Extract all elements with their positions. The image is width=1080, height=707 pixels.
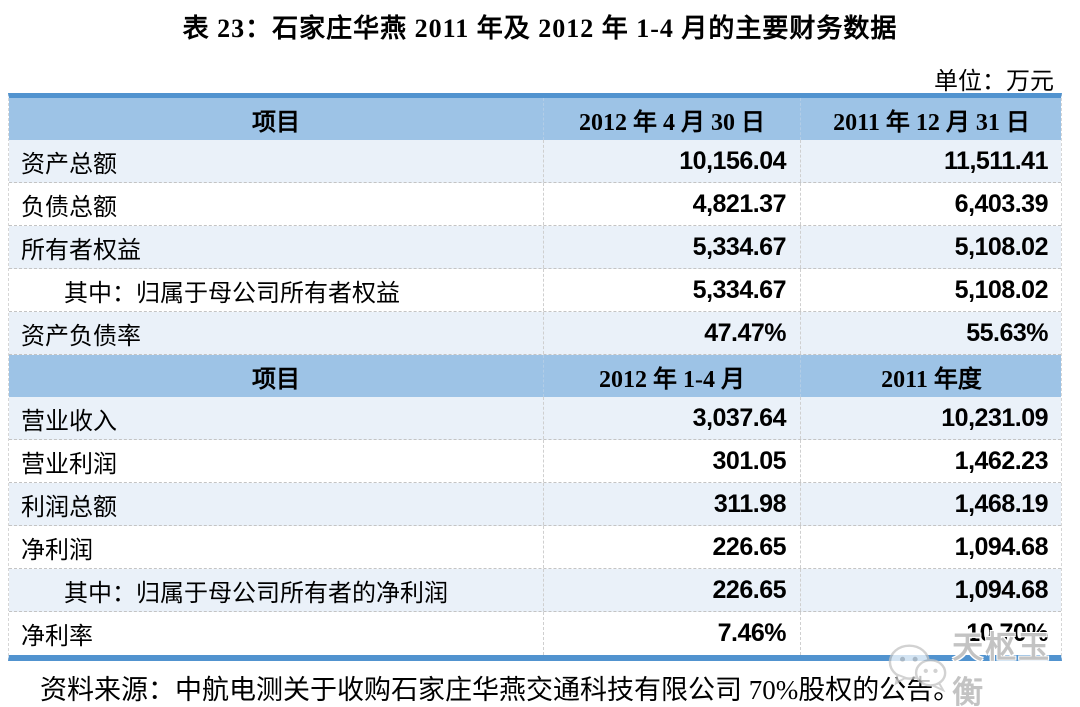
row-value-col1: 4,821.37 [543, 183, 800, 225]
row-label: 资产负债率 [21, 323, 141, 350]
row-value-col2: 5,108.02 [800, 269, 1062, 311]
table-row: 其中：归属于母公司所有者权益 5,334.67 5,108.02 [9, 269, 1061, 312]
table-row: 资产总额 10,156.04 11,511.41 [9, 140, 1061, 183]
row-label: 所有者权益 [21, 237, 141, 264]
row-value-col1: 301.05 [543, 440, 800, 482]
row-label: 其中：归属于母公司所有者的净利润 [64, 580, 448, 607]
row-value-col1: 226.65 [543, 569, 800, 611]
row-value-col2: 55.63% [800, 312, 1062, 354]
row-value-col1: 10,156.04 [543, 140, 800, 182]
section2-header-item: 项目 [252, 366, 300, 393]
row-value-col1: 7.46% [543, 612, 800, 655]
section2-header-period2: 2011 年度 [800, 355, 1062, 397]
row-label: 利润总额 [21, 494, 117, 521]
table-row: 净利率 7.46% 10.70% [9, 612, 1061, 655]
row-label: 净利润 [21, 537, 93, 564]
row-value-col2: 5,108.02 [800, 226, 1062, 268]
section2-header-period1: 2012 年 1-4 月 [543, 355, 800, 397]
row-value-col1: 226.65 [543, 526, 800, 568]
table-row: 营业利润 301.05 1,462.23 [9, 440, 1061, 483]
row-value-col2: 1,462.23 [800, 440, 1062, 482]
table-row: 所有者权益 5,334.67 5,108.02 [9, 226, 1061, 269]
section1-header-row: 项目 2012 年 4 月 30 日 2011 年 12 月 31 日 [9, 98, 1061, 140]
row-label: 营业收入 [21, 408, 117, 435]
row-label: 营业利润 [21, 451, 117, 478]
row-value-col1: 47.47% [543, 312, 800, 354]
row-value-col1: 311.98 [543, 483, 800, 525]
section2-header-row: 项目 2012 年 1-4 月 2011 年度 [9, 355, 1061, 397]
row-label: 净利率 [21, 624, 93, 650]
row-value-col1: 3,037.64 [543, 397, 800, 439]
table-row: 利润总额 311.98 1,468.19 [9, 483, 1061, 526]
section1-header-date2: 2011 年 12 月 31 日 [800, 98, 1062, 140]
table-row: 负债总额 4,821.37 6,403.39 [9, 183, 1061, 226]
financial-table: 项目 2012 年 4 月 30 日 2011 年 12 月 31 日 资产总额… [8, 93, 1062, 661]
row-value-col2: 6,403.39 [800, 183, 1062, 225]
row-value-col2: 1,094.68 [800, 569, 1062, 611]
source-note: 资料来源：中航电测关于收购石家庄华燕交通科技有限公司 70%股权的公告。 [40, 675, 961, 705]
row-label: 其中：归属于母公司所有者权益 [64, 280, 400, 307]
row-label: 资产总额 [21, 151, 117, 178]
row-value-col2: 1,094.68 [800, 526, 1062, 568]
row-value-col1: 5,334.67 [543, 226, 800, 268]
section1-header-date1: 2012 年 4 月 30 日 [543, 98, 800, 140]
row-value-col2: 10,231.09 [800, 397, 1062, 439]
row-value-col2: 10.70% [800, 612, 1062, 655]
table-row: 其中：归属于母公司所有者的净利润 226.65 1,094.68 [9, 569, 1061, 612]
section1-header-item: 项目 [252, 109, 300, 136]
table-title: 表 23：石家庄华燕 2011 年及 2012 年 1-4 月的主要财务数据 [182, 14, 898, 43]
table-row: 资产负债率 47.47% 55.63% [9, 312, 1061, 355]
unit-label: 单位：万元 [934, 69, 1054, 95]
row-value-col2: 1,468.19 [800, 483, 1062, 525]
table-row: 营业收入 3,037.64 10,231.09 [9, 397, 1061, 440]
row-value-col1: 5,334.67 [543, 269, 800, 311]
row-value-col2: 11,511.41 [800, 140, 1062, 182]
row-label: 负债总额 [21, 194, 117, 221]
table-row: 净利润 226.65 1,094.68 [9, 526, 1061, 569]
